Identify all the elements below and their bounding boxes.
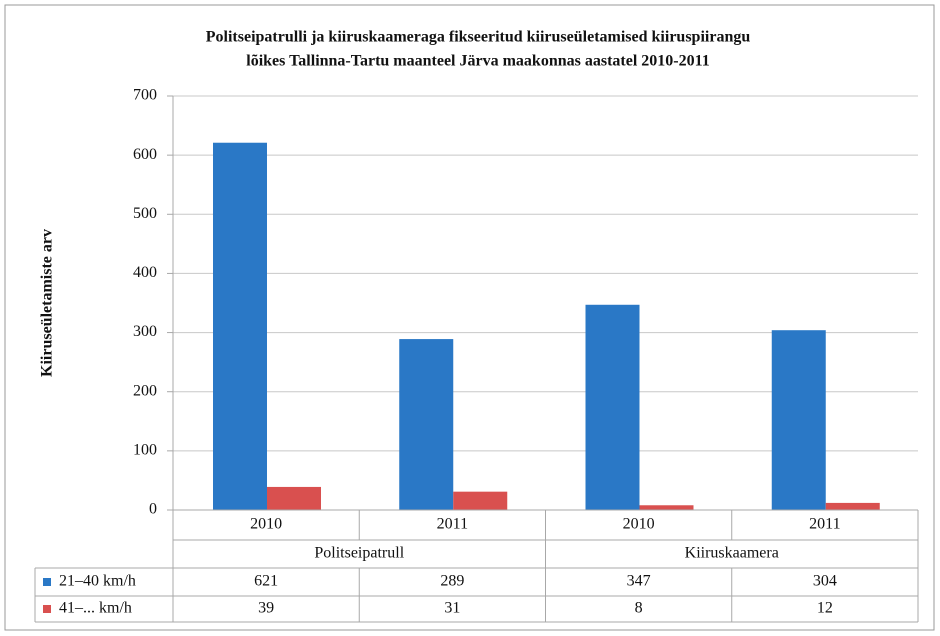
y-tick-label: 100 [133,442,157,459]
table-value: 39 [258,600,274,617]
table-value: 304 [813,573,837,590]
table-value: 289 [440,573,464,590]
x-tick-label: 2010 [250,516,282,533]
table-value: 347 [627,573,651,590]
bar [585,304,640,510]
table-value: 8 [635,600,643,617]
chart-title: lõikes Tallinna-Tartu maanteel Järva maa… [246,53,709,70]
y-tick-label: 0 [149,501,157,518]
group-label: Kiiruskaamera [685,545,779,562]
legend-swatch [43,605,51,613]
y-tick-label: 500 [133,205,157,222]
bar [825,502,880,510]
group-label: Politseipatrull [314,545,404,562]
legend-label: 41–... km/h [59,600,132,617]
table-value: 31 [444,600,460,617]
y-tick-label: 200 [133,382,157,399]
y-tick-label: 300 [133,323,157,340]
chart-frame [4,4,935,631]
x-tick-label: 2011 [437,516,468,533]
chart-title: Politseipatrulli ja kiiruskaameraga fiks… [206,29,751,46]
bar [399,339,454,510]
bar [639,505,694,510]
bar [267,486,321,510]
bar [771,330,826,510]
x-tick-label: 2011 [809,516,840,533]
bar [213,142,267,511]
legend-swatch [43,578,51,586]
table-value: 12 [817,600,833,617]
y-tick-label: 600 [133,146,157,163]
y-axis-title: Kiiruseületamiste arv [39,229,56,377]
bar [453,491,508,510]
x-tick-label: 2010 [623,516,655,533]
legend-label: 21–40 km/h [59,573,136,590]
y-tick-label: 700 [133,87,157,104]
table-value: 621 [254,573,278,590]
y-tick-label: 400 [133,264,157,281]
